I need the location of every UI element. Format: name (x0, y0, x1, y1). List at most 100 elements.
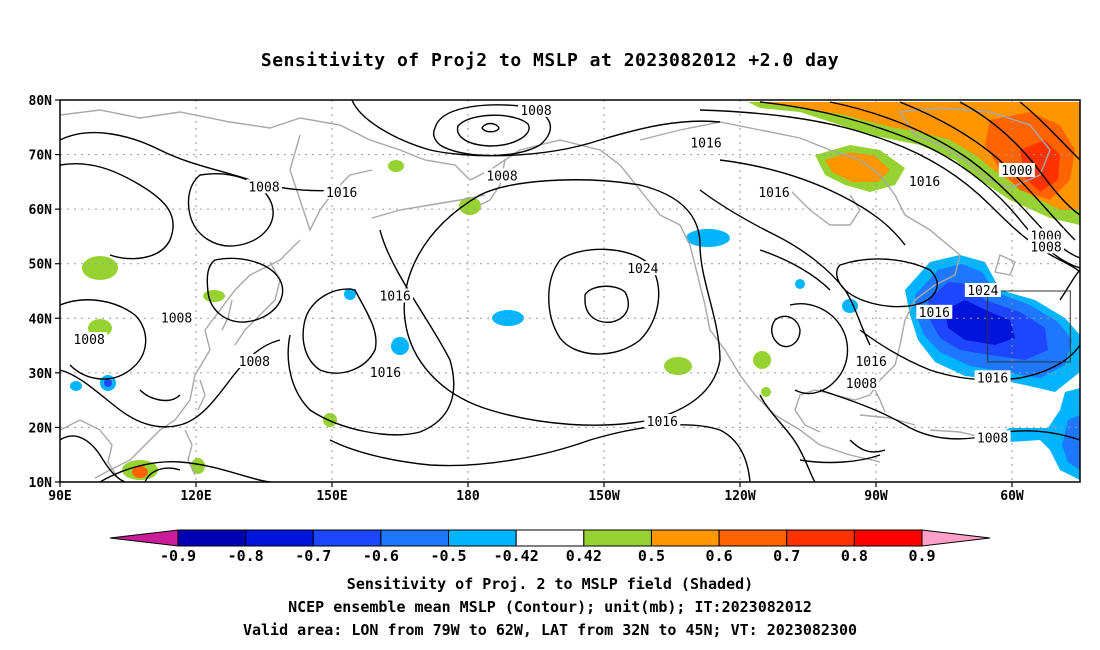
colorbar-min-arrow (109, 529, 179, 547)
contour-label: 1016 (919, 306, 950, 321)
contour-label-bg (906, 173, 943, 188)
negative-sensitivity-region (344, 288, 356, 300)
contour-label-bg (367, 364, 404, 379)
contour-label: 1016 (758, 186, 789, 201)
colorbar-segment (448, 529, 517, 547)
colorbar-label: -0.8 (228, 547, 264, 565)
map-title: Sensitivity of Proj2 to MSLP at 20230820… (260, 50, 840, 71)
contour-label-bg (624, 261, 661, 276)
colorbar-segment (853, 529, 923, 547)
lon-tick-label: 90W (864, 489, 888, 504)
contour-label: 1016 (379, 289, 410, 304)
contour-label: 1008 (520, 104, 551, 119)
lon-tick-label: 150W (588, 489, 619, 504)
contour-label-bg (853, 353, 890, 368)
lon-tick-label: 120E (180, 489, 211, 504)
caption-shaded: Sensitivity of Proj. 2 to MSLP field (Sh… (346, 575, 754, 593)
negative-sensitivity-region (70, 381, 82, 391)
contour-label: 1016 (855, 355, 886, 370)
contour-label-bg (484, 168, 520, 183)
positive-sensitivity-region (203, 290, 225, 302)
contour-label: 1016 (647, 415, 678, 430)
negative-sensitivity-region (795, 279, 805, 289)
caption-valid-area: Valid area: LON from 79W to 62W, LAT fro… (242, 621, 858, 639)
latitude-axis: 80N 70N 60N 50N 40N 30N 20N 10N (29, 94, 60, 491)
contour-label: 1008 (239, 355, 270, 370)
contour-label-bg (843, 375, 880, 390)
contour-label-bg (377, 288, 414, 303)
lat-tick-label: 30N (29, 367, 53, 382)
contour-label: 1008 (1030, 240, 1061, 255)
contour-label-bg (236, 353, 273, 368)
positive-sensitivity-region (132, 466, 148, 478)
lon-tick-label: 150E (316, 489, 347, 504)
colorbar-label: -0.5 (430, 547, 466, 565)
contour-label-bg (644, 413, 681, 428)
lat-tick-label: 50N (29, 258, 53, 273)
lon-tick-label: 60W (1000, 489, 1024, 504)
positive-sensitivity-region (323, 413, 337, 427)
colorbar-label: 0.5 (638, 547, 665, 565)
colorbar-segment (718, 529, 788, 547)
lat-tick-label: 80N (29, 94, 53, 109)
colorbar-label: -0.7 (295, 547, 331, 565)
contour-label: 1008 (248, 180, 279, 195)
negative-sensitivity-region (945, 300, 1015, 345)
colorbar-label: 0.8 (841, 547, 868, 565)
negative-sensitivity-region (995, 388, 1080, 480)
lon-tick-label: 90E (48, 489, 71, 504)
contour-label-bg (246, 179, 282, 194)
contour-label-bg (323, 184, 360, 199)
longitude-axis: 90E 120E 150E 180 150W 120W 90W 60W (48, 482, 1024, 504)
contour-label: 1016 (326, 186, 357, 201)
contour-label: 1008 (161, 311, 192, 326)
positive-sensitivity-region (761, 387, 771, 397)
contour-label-bg (158, 310, 195, 325)
lat-tick-label: 60N (29, 203, 53, 218)
positive-sensitivity-region (82, 256, 118, 280)
colorbar-segment (650, 529, 720, 547)
positive-sensitivity-region (459, 197, 481, 215)
contour-label: 1016 (977, 371, 1008, 386)
negative-sensitivity-region (104, 379, 112, 387)
lat-tick-label: 10N (29, 476, 53, 491)
contour-label: 1008 (977, 431, 1008, 446)
colorbar-label: -0.9 (160, 547, 196, 565)
colorbar-label: -0.6 (363, 547, 399, 565)
lat-tick-label: 40N (29, 312, 53, 327)
contour-label-bg (964, 283, 1001, 297)
positive-sensitivity-region (191, 458, 205, 474)
contour-label: 1008 (486, 169, 517, 184)
lon-tick-label: 180 (456, 489, 480, 504)
contour-label-bg (1028, 239, 1064, 254)
contour-label: 1016 (690, 137, 721, 152)
negative-sensitivity-region (391, 337, 409, 355)
contour-label: 1016 (370, 366, 401, 381)
colorbar-segment (380, 529, 450, 547)
contour-label: 1008 (846, 377, 877, 392)
positive-sensitivity-region (753, 351, 771, 369)
contour-label-bg (998, 162, 1035, 177)
colorbar-label: 0.9 (908, 547, 935, 565)
contour-label-bg (518, 102, 554, 117)
contour-label: 1008 (73, 333, 104, 348)
positive-sensitivity-region (825, 152, 890, 182)
negative-sensitivity-region (1062, 415, 1080, 470)
colorbar-max-arrow (921, 529, 991, 547)
contour-label-bg (916, 304, 953, 319)
contour-label-bg (688, 135, 724, 150)
colorbar-label: 0.42 (566, 547, 602, 565)
contour-label-bg (756, 184, 792, 199)
map-frame (59, 99, 1081, 483)
lon-tick-label: 120W (724, 489, 755, 504)
colorbar-segment (515, 529, 585, 547)
valid-area-box (987, 290, 1071, 363)
contour-label: 1024 (967, 284, 998, 299)
negative-sensitivity-region (842, 299, 858, 313)
contour-label: 1000 (1001, 164, 1032, 179)
colorbar-segment (312, 529, 382, 547)
colorbar-label: 0.6 (706, 547, 733, 565)
colorbar: -0.9 -0.8 -0.7 -0.6 -0.5 -0.42 0.42 0.5 0.6 0.7 0.… (109, 529, 991, 565)
colorbar-label: -0.42 (494, 547, 539, 565)
